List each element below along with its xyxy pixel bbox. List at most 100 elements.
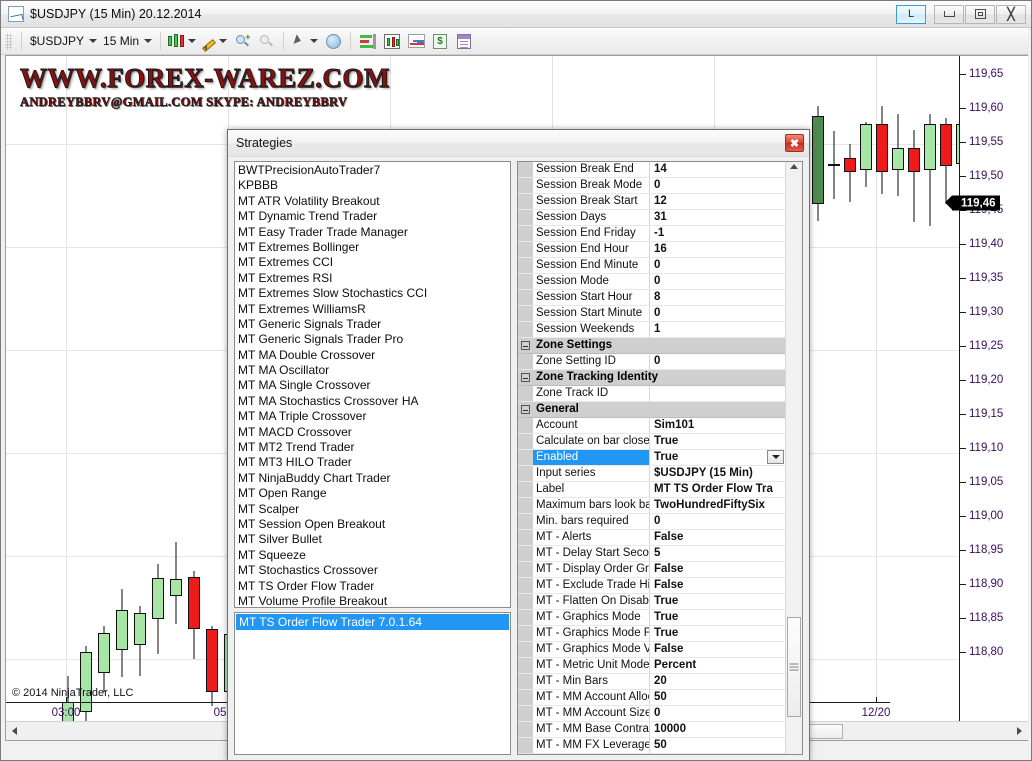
property-row[interactable]: MT - MM Account Size 0	[518, 706, 785, 722]
list-item[interactable]: MT MT3 HILO Trader	[238, 455, 352, 470]
property-value[interactable]: 0	[650, 274, 785, 289]
property-value[interactable]: True	[650, 626, 785, 641]
toolbar-grip[interactable]	[5, 32, 12, 50]
list-item[interactable]: MT Volume Profile Breakout	[238, 593, 388, 608]
list-item[interactable]: BWTPrecisionAutoTrader7	[238, 163, 381, 177]
property-row[interactable]: MT - Min Bars 20	[518, 674, 785, 690]
property-row[interactable]: Label MT TS Order Flow Tra	[518, 482, 785, 498]
list-item[interactable]: MT Scalper	[238, 501, 300, 516]
property-category-row[interactable]: General	[518, 402, 785, 418]
list-item[interactable]: MT Silver Bullet	[238, 532, 322, 547]
property-row[interactable]: Session End Minute 0	[518, 258, 785, 274]
property-value[interactable]: False	[650, 562, 785, 577]
pointer-tool-button[interactable]	[289, 31, 321, 52]
zoom-out-button[interactable]	[254, 31, 278, 52]
minimize-button[interactable]	[934, 4, 964, 24]
property-row[interactable]: MT - Flatten On Disabl True	[518, 594, 785, 610]
property-value[interactable]: True	[650, 434, 785, 449]
property-row[interactable]: Session Break Start 12	[518, 194, 785, 210]
property-row[interactable]: Session Break End 14	[518, 162, 785, 178]
property-value[interactable]: $USDJPY (15 Min)	[650, 466, 785, 481]
chart-style-button[interactable]	[166, 31, 198, 52]
layout-button[interactable]: L	[896, 4, 926, 24]
property-value[interactable]: Percent	[650, 658, 785, 673]
property-row[interactable]: Zone Setting ID 0	[518, 354, 785, 370]
property-row[interactable]: Session Start Minute 0	[518, 306, 785, 322]
list-item[interactable]: MT Squeeze	[238, 547, 306, 562]
list-item[interactable]: MT MA Single Crossover	[238, 378, 371, 393]
property-value[interactable]: 16	[650, 242, 785, 257]
property-row[interactable]: Session End Hour 16	[518, 242, 785, 258]
account-button[interactable]: $	[428, 31, 452, 52]
list-item[interactable]: MT MACD Crossover	[238, 424, 352, 439]
property-row[interactable]: Session End Friday -1	[518, 226, 785, 242]
drawing-tools-button[interactable]	[198, 31, 230, 52]
property-row[interactable]: MT - Delay Start Secon 5	[518, 546, 785, 562]
property-category-row[interactable]: Zone Tracking Identity	[518, 370, 785, 386]
list-item[interactable]: MT Session Open Breakout	[238, 516, 386, 531]
property-row[interactable]: Account Sim101	[518, 418, 785, 434]
category-expander[interactable]	[518, 370, 533, 385]
property-value[interactable]: False	[650, 530, 785, 545]
chevron-up-icon[interactable]	[790, 164, 798, 169]
list-item[interactable]: MT Easy Trader Trade Manager	[238, 224, 408, 239]
property-row[interactable]: MT - Metric Unit Mode Percent	[518, 658, 785, 674]
property-grid-scrollbar[interactable]	[785, 162, 802, 754]
property-row[interactable]: MT - Exclude Trade His False	[518, 578, 785, 594]
list-item[interactable]: MT MA Stochastics Crossover HA	[238, 393, 419, 408]
property-row[interactable]: MT - Alerts False	[518, 530, 785, 546]
property-row[interactable]: MT - Graphics Mode True	[518, 610, 785, 626]
property-row[interactable]: Calculate on bar close True	[518, 434, 785, 450]
property-value[interactable]: 31	[650, 210, 785, 225]
property-value[interactable]: TwoHundredFiftySix	[650, 498, 785, 513]
property-row[interactable]: MT - MM FX Leverage 50	[518, 738, 785, 754]
price-axis[interactable]: 119,65 119,60 119,55 119,50 119,45 119,4…	[945, 56, 1028, 740]
property-value[interactable]: 0	[650, 514, 785, 529]
property-row[interactable]: Session Weekends 1	[518, 322, 785, 338]
property-value[interactable]: 0	[650, 706, 785, 721]
property-value[interactable]: MT TS Order Flow Tra	[650, 482, 785, 497]
property-value[interactable]: 20	[650, 674, 785, 689]
property-value[interactable]: 0	[650, 354, 785, 369]
property-row[interactable]: Maximum bars look bac TwoHundredFiftySix	[518, 498, 785, 514]
property-value[interactable]: 8	[650, 290, 785, 305]
property-grid[interactable]: Session Break End 14 Session Break Mode 0 Se…	[518, 162, 785, 754]
dialog-title-bar[interactable]: Strategies ✖	[228, 130, 809, 157]
chart-trader-button[interactable]	[404, 31, 428, 52]
category-expander[interactable]	[518, 338, 533, 353]
dialog-close-button[interactable]: ✖	[785, 134, 804, 152]
list-item[interactable]: MT Stochastics Crossover	[238, 563, 378, 578]
property-value[interactable]: 1	[650, 322, 785, 337]
indicators-button[interactable]	[356, 31, 380, 52]
property-value[interactable]: Sim101	[650, 418, 785, 433]
scroll-left-button[interactable]	[6, 723, 23, 740]
list-item[interactable]: MT NinjaBuddy Chart Trader	[238, 470, 391, 485]
property-row[interactable]: Enabled True	[518, 450, 785, 466]
property-row[interactable]: Session Days 31	[518, 210, 785, 226]
scroll-right-button[interactable]	[1011, 723, 1028, 740]
property-row[interactable]: Input series $USDJPY (15 Min)	[518, 466, 785, 482]
property-value[interactable]: True	[650, 450, 785, 465]
property-value[interactable]: 0	[650, 178, 785, 193]
applied-strategies-list[interactable]: MT TS Order Flow Trader 7.0.1.64	[234, 612, 511, 755]
list-item[interactable]: MT Extremes Slow Stochastics CCI	[238, 286, 428, 301]
property-value[interactable]: 0	[650, 306, 785, 321]
property-value[interactable]: 0	[650, 258, 785, 273]
property-value[interactable]: 14	[650, 162, 785, 177]
property-category-row[interactable]: Zone Settings	[518, 338, 785, 354]
property-value[interactable]: 50	[650, 690, 785, 705]
property-row[interactable]: MT - MM Base Contrac 10000	[518, 722, 785, 738]
instrument-selector[interactable]: $USDJPY	[27, 31, 100, 51]
strategies-button[interactable]	[380, 31, 404, 52]
property-value[interactable]: True	[650, 594, 785, 609]
list-item[interactable]: MT MT2 Trend Trader	[238, 440, 355, 455]
category-expander[interactable]	[518, 402, 533, 417]
zoom-in-button[interactable]: +	[230, 31, 254, 52]
close-button[interactable]: ╳	[996, 4, 1026, 24]
list-item[interactable]: MT Generic Signals Trader	[238, 316, 382, 331]
data-box-button[interactable]	[321, 31, 345, 52]
property-value[interactable]: True	[650, 610, 785, 625]
report-button[interactable]	[452, 31, 476, 52]
list-item[interactable]: MT MA Triple Crossover	[238, 409, 367, 424]
list-item[interactable]: MT Generic Signals Trader Pro	[238, 332, 404, 347]
